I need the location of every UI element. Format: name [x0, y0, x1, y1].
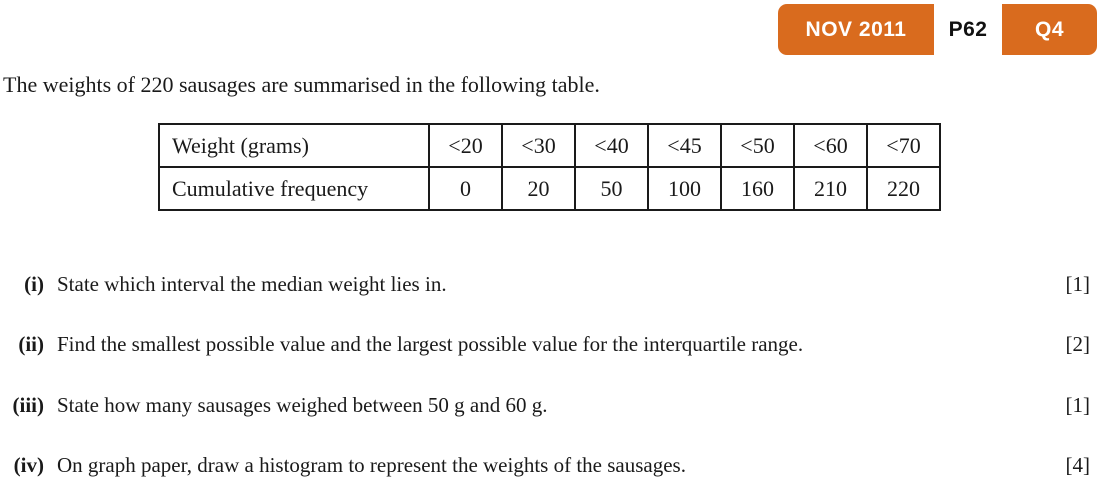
question-marks: [4]: [1065, 453, 1091, 477]
badge-session-label: NOV 2011: [805, 17, 907, 41]
question-text: Find the smallest possible value and the…: [57, 332, 804, 356]
question-text: On graph paper, draw a histogram to repr…: [57, 453, 686, 477]
question-label: (iii): [12, 393, 45, 417]
table-cell: <20: [428, 123, 503, 168]
table-cell: 160: [720, 166, 795, 211]
question-marks: [1]: [1065, 393, 1091, 417]
table-cell: 20: [501, 166, 576, 211]
badge-question-number: Q4: [1034, 17, 1064, 41]
question-marks: [1]: [1065, 272, 1091, 296]
question-label: (i): [24, 272, 44, 296]
question-part-iv: (iv) On graph paper, draw a histogram to…: [0, 453, 1100, 478]
table-cell: <30: [501, 123, 576, 168]
table-cell: <45: [647, 123, 722, 168]
question-label: (ii): [18, 332, 44, 356]
row-header-cumulative-frequency: Cumulative frequency: [158, 166, 430, 211]
table-cell: 50: [574, 166, 649, 211]
table-cell: 100: [647, 166, 722, 211]
table-cell: 210: [793, 166, 868, 211]
paper-badge: NOV 2011 P62 Q4: [778, 4, 1097, 55]
question-part-ii: (ii) Find the smallest possible value an…: [0, 332, 1100, 357]
intro-text: The weights of 220 sausages are summaris…: [3, 72, 600, 97]
row-header-weight: Weight (grams): [158, 123, 430, 168]
table-cell: <40: [574, 123, 649, 168]
question-part-i: (i) State which interval the median weig…: [0, 272, 1100, 297]
question-label: (iv): [13, 453, 44, 477]
table-cell: <50: [720, 123, 795, 168]
badge-paper-code: P62: [934, 4, 1002, 55]
question-text: State how many sausages weighed between …: [57, 393, 548, 417]
table-cell: <60: [793, 123, 868, 168]
question-marks: [2]: [1065, 332, 1091, 356]
table-cell: 220: [866, 166, 941, 211]
table-row-weights: Weight (grams) <20 <30 <40 <45 <50 <60 <…: [158, 123, 941, 168]
table-row-cumulative-frequency: Cumulative frequency 0 20 50 100 160 210…: [158, 166, 941, 211]
question-text: State which interval the median weight l…: [57, 272, 447, 296]
question-part-iii: (iii) State how many sausages weighed be…: [0, 393, 1100, 418]
table-cell: <70: [866, 123, 941, 168]
table-cell: 0: [428, 166, 503, 211]
cumulative-frequency-table: Weight (grams) <20 <30 <40 <45 <50 <60 <…: [158, 123, 941, 211]
